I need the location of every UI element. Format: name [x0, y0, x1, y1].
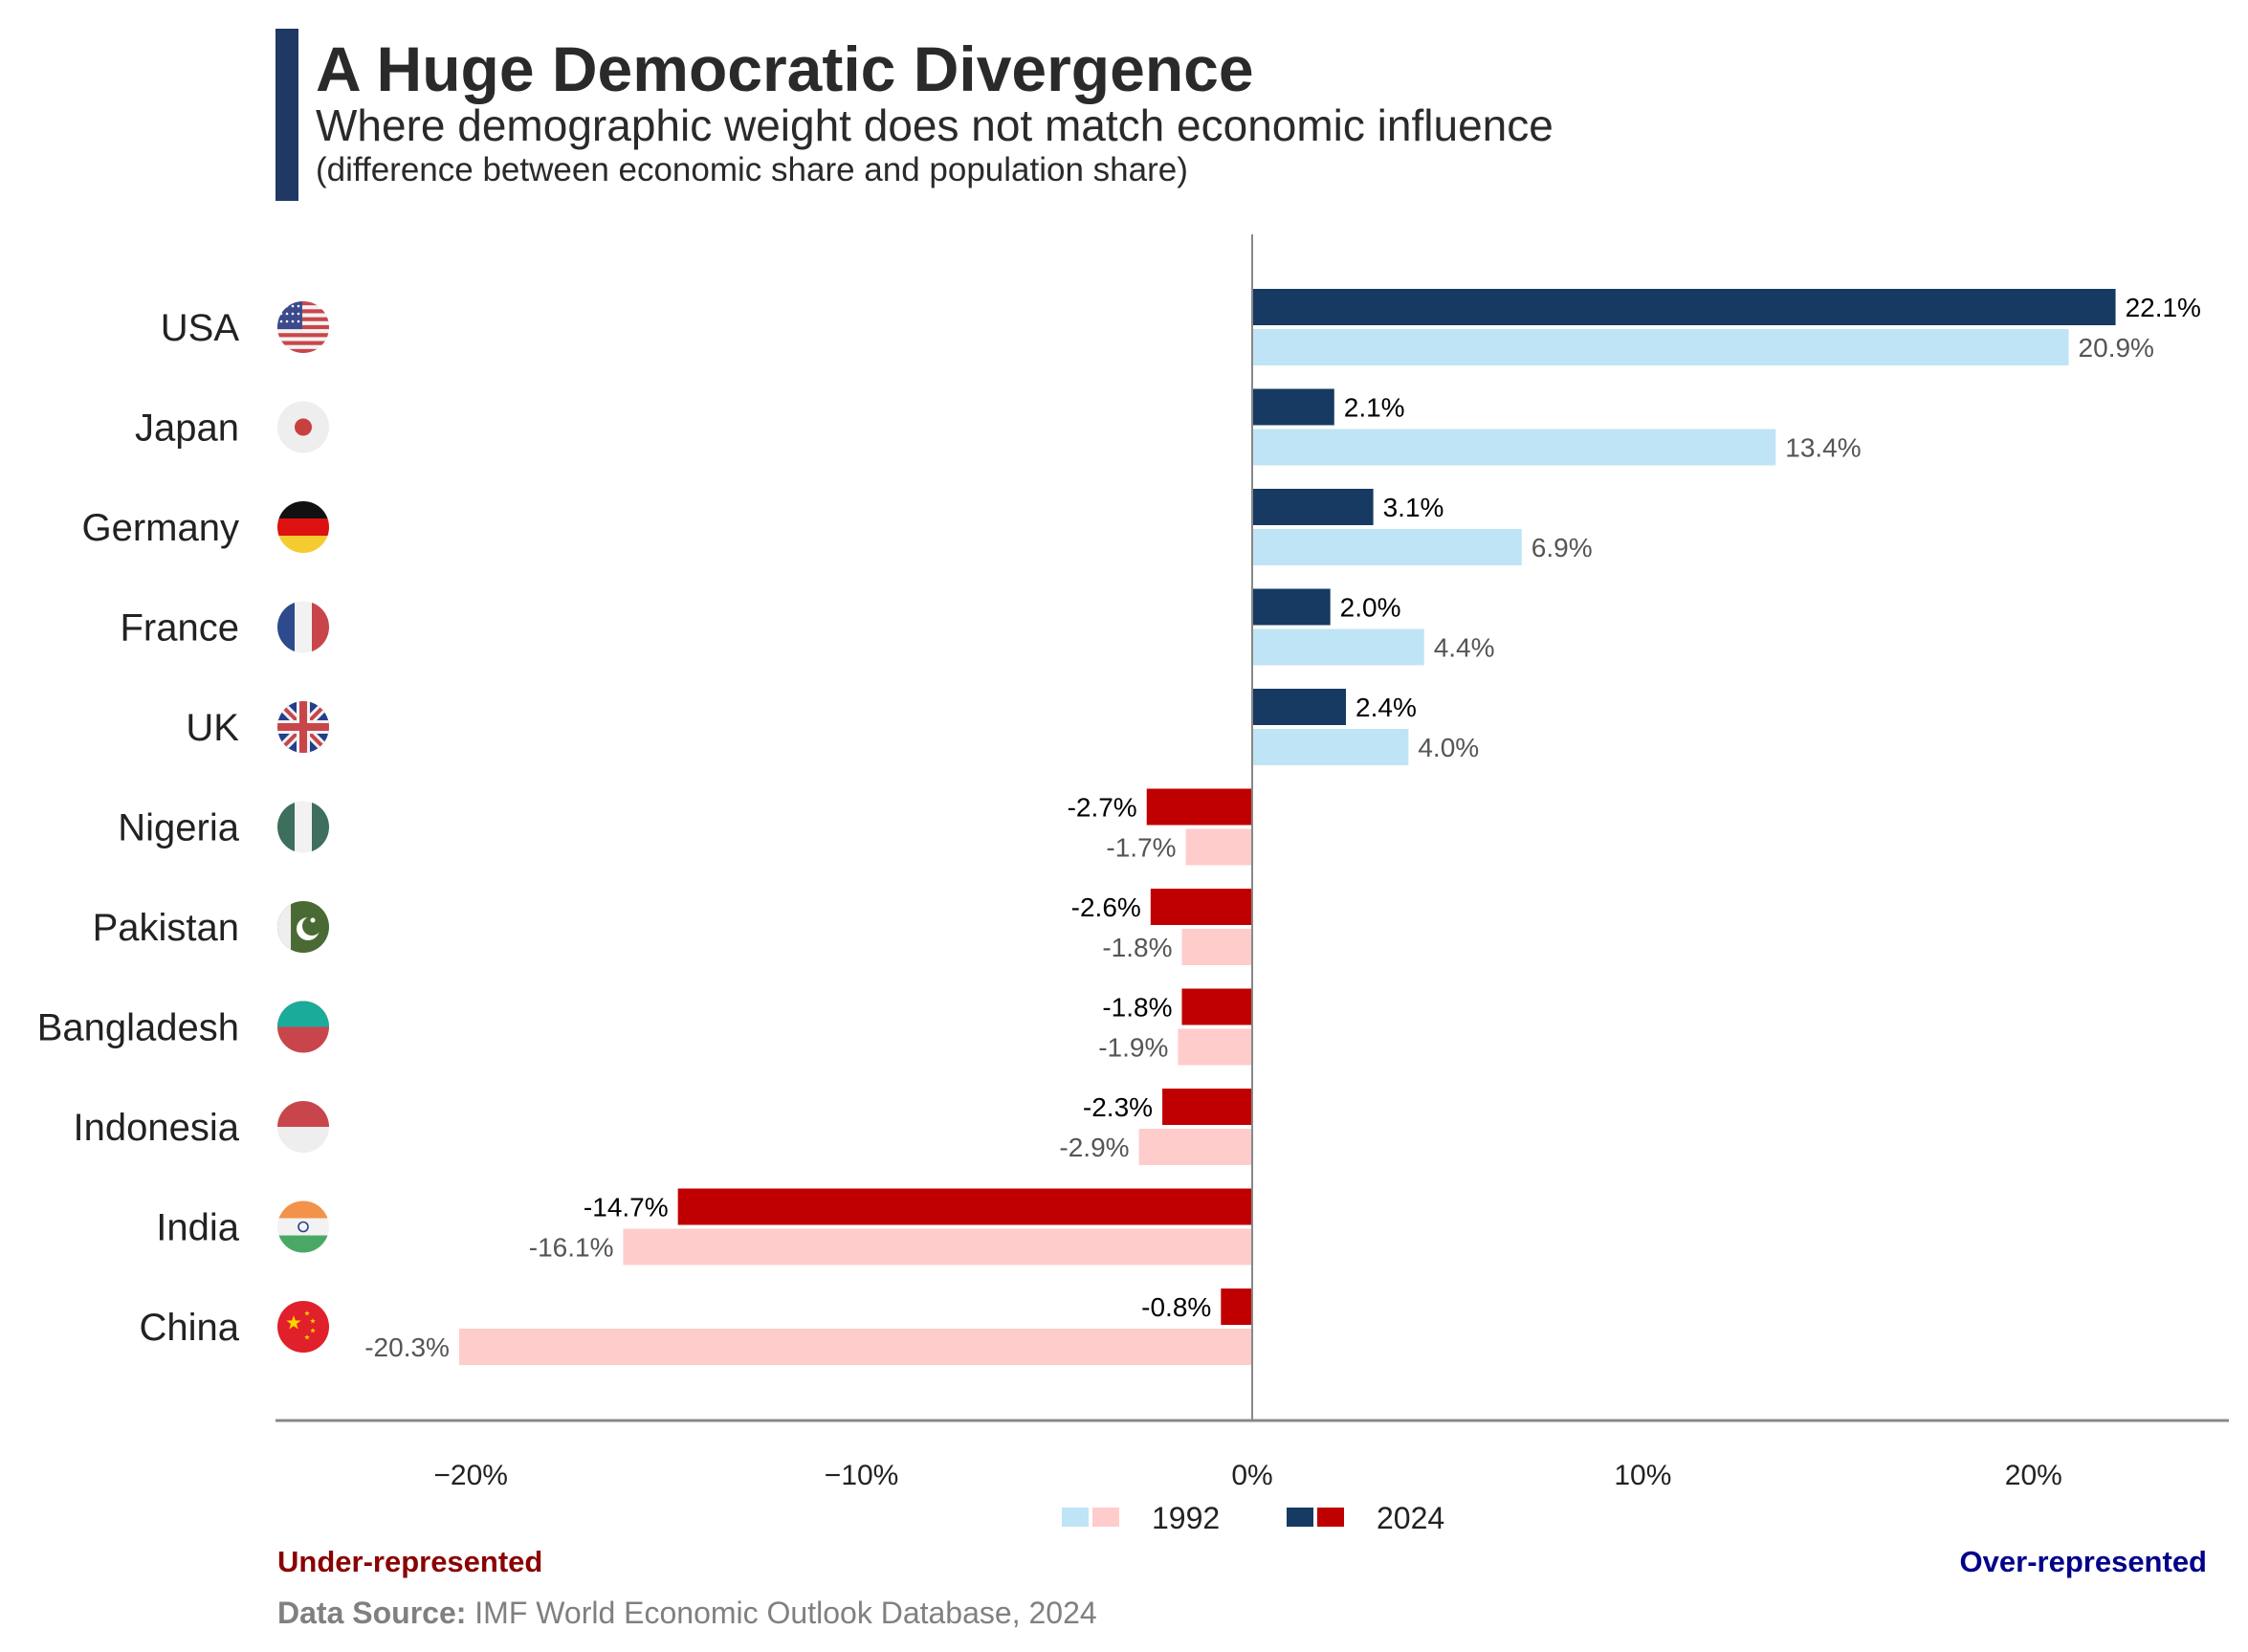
bar-india-2024	[677, 1188, 1252, 1225]
france-flag-icon	[277, 601, 329, 653]
value-label-france-2024: 2.0%	[1340, 593, 1401, 623]
x-tick-label: −10%	[825, 1460, 899, 1491]
bar-pakistan-1992	[1181, 929, 1252, 965]
bangladesh-flag-icon	[277, 1001, 329, 1053]
country-label-indonesia: Indonesia	[74, 1107, 240, 1149]
bar-bangladesh-2024	[1181, 988, 1252, 1025]
legend: 1992 2024	[1062, 1501, 1444, 1535]
bar-india-1992	[623, 1228, 1252, 1266]
value-label-nigeria-2024: -2.7%	[1068, 793, 1137, 823]
title-accent-bar	[275, 29, 298, 201]
country-label-usa: USA	[161, 307, 240, 349]
country-label-japan: Japan	[135, 407, 239, 450]
china-flag-icon	[277, 1301, 329, 1353]
bar-pakistan-2024	[1150, 889, 1252, 925]
legend-swatch-2024-negative	[1317, 1508, 1344, 1527]
bar-bangladesh-1992	[1178, 1028, 1252, 1066]
bar-usa-1992	[1252, 329, 2069, 365]
bar-uk-2024	[1252, 689, 1347, 725]
value-label-usa-1992: 20.9%	[2079, 333, 2154, 363]
pakistan-flag-icon	[277, 901, 329, 953]
value-label-bangladesh-2024: -1.8%	[1102, 993, 1172, 1023]
x-tick-label: 0%	[1231, 1460, 1272, 1491]
country-label-pakistan: Pakistan	[93, 907, 239, 949]
bar-japan-1992	[1252, 429, 1776, 466]
value-label-japan-2024: 2.1%	[1344, 393, 1405, 423]
legend-swatch-1992-positive	[1062, 1508, 1089, 1527]
country-label-uk: UK	[186, 707, 239, 749]
chart-subtitle: Where demographic weight does not match …	[316, 100, 1554, 150]
value-label-indonesia-2024: -2.3%	[1083, 1092, 1153, 1122]
bar-germany-1992	[1252, 529, 1522, 565]
bar-indonesia-1992	[1138, 1129, 1252, 1165]
value-label-germany-2024: 3.1%	[1383, 493, 1444, 522]
us-flag-icon	[277, 301, 329, 353]
value-label-germany-1992: 6.9%	[1532, 533, 1593, 562]
x-tick-label: −20%	[433, 1460, 508, 1491]
japan-flag-icon	[277, 401, 329, 453]
data-source-label: Data Source:	[277, 1596, 467, 1630]
bar-germany-2024	[1252, 489, 1374, 525]
value-label-india-1992: -16.1%	[529, 1233, 614, 1263]
bar-indonesia-2024	[1162, 1089, 1252, 1125]
value-label-japan-1992: 13.4%	[1785, 433, 1861, 463]
x-tick-label: 10%	[1614, 1460, 1671, 1491]
country-label-india: India	[156, 1207, 239, 1249]
indonesia-flag-icon	[277, 1101, 329, 1153]
bar-china-1992	[458, 1329, 1252, 1365]
value-label-france-1992: 4.4%	[1434, 633, 1495, 663]
value-label-bangladesh-1992: -1.9%	[1098, 1033, 1168, 1063]
value-label-uk-2024: 2.4%	[1355, 693, 1417, 722]
bar-nigeria-2024	[1146, 788, 1252, 826]
value-label-india-2024: -14.7%	[584, 1193, 669, 1222]
value-label-usa-2024: 22.1%	[2126, 293, 2201, 322]
bar-usa-2024	[1252, 289, 2116, 325]
bar-china-2024	[1221, 1289, 1252, 1325]
value-label-nigeria-1992: -1.7%	[1106, 833, 1176, 863]
bar-france-1992	[1252, 628, 1424, 666]
value-label-uk-1992: 4.0%	[1418, 733, 1479, 762]
country-label-germany: Germany	[82, 507, 240, 549]
value-label-pakistan-1992: -1.8%	[1102, 933, 1172, 962]
legend-swatch-2024-positive	[1287, 1508, 1313, 1527]
legend-label-1992: 1992	[1152, 1501, 1220, 1535]
country-label-france: France	[121, 607, 240, 650]
chart-title: A Huge Democratic Divergence	[316, 33, 1254, 104]
legend-label-2024: 2024	[1377, 1501, 1444, 1535]
under-represented-label: Under-represented	[277, 1545, 543, 1578]
bar-japan-2024	[1252, 388, 1334, 426]
x-tick-label: 20%	[2005, 1460, 2062, 1491]
value-label-pakistan-2024: -2.6%	[1071, 892, 1141, 922]
germany-flag-icon	[277, 501, 329, 553]
value-label-china-1992: -20.3%	[364, 1333, 450, 1362]
legend-swatch-1992-negative	[1092, 1508, 1119, 1527]
nigeria-flag-icon	[277, 801, 329, 853]
bar-nigeria-1992	[1185, 828, 1252, 866]
india-flag-icon	[277, 1200, 329, 1253]
value-label-indonesia-1992: -2.9%	[1059, 1133, 1129, 1162]
chart-note: (difference between economic share and p…	[316, 151, 1188, 188]
data-source-text: IMF World Economic Outlook Database, 202…	[466, 1596, 1097, 1630]
data-source: Data Source: IMF World Economic Outlook …	[277, 1596, 1097, 1631]
value-label-china-2024: -0.8%	[1141, 1292, 1211, 1322]
country-label-bangladesh: Bangladesh	[37, 1007, 239, 1049]
country-label-nigeria: Nigeria	[118, 807, 239, 849]
bar-uk-1992	[1252, 729, 1409, 765]
uk-flag-icon	[277, 701, 329, 753]
over-represented-label: Over-represented	[1959, 1545, 2207, 1578]
bar-france-2024	[1252, 588, 1331, 626]
country-label-china: China	[139, 1307, 239, 1349]
